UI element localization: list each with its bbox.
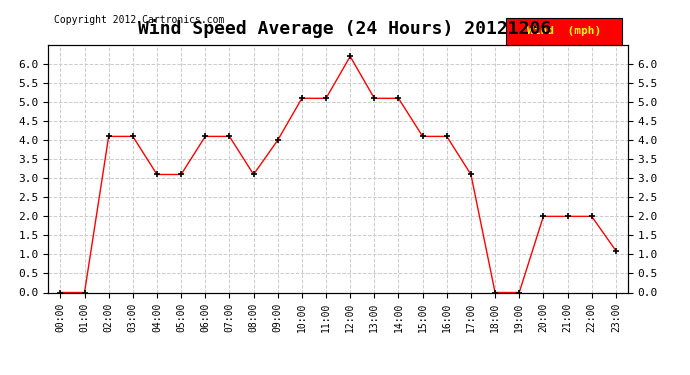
Text: Copyright 2012 Cartronics.com: Copyright 2012 Cartronics.com [54,15,224,25]
Text: Wind  (mph): Wind (mph) [527,26,601,36]
Text: Wind Speed Average (24 Hours) 20121206: Wind Speed Average (24 Hours) 20121206 [139,19,551,38]
FancyBboxPatch shape [506,18,622,45]
